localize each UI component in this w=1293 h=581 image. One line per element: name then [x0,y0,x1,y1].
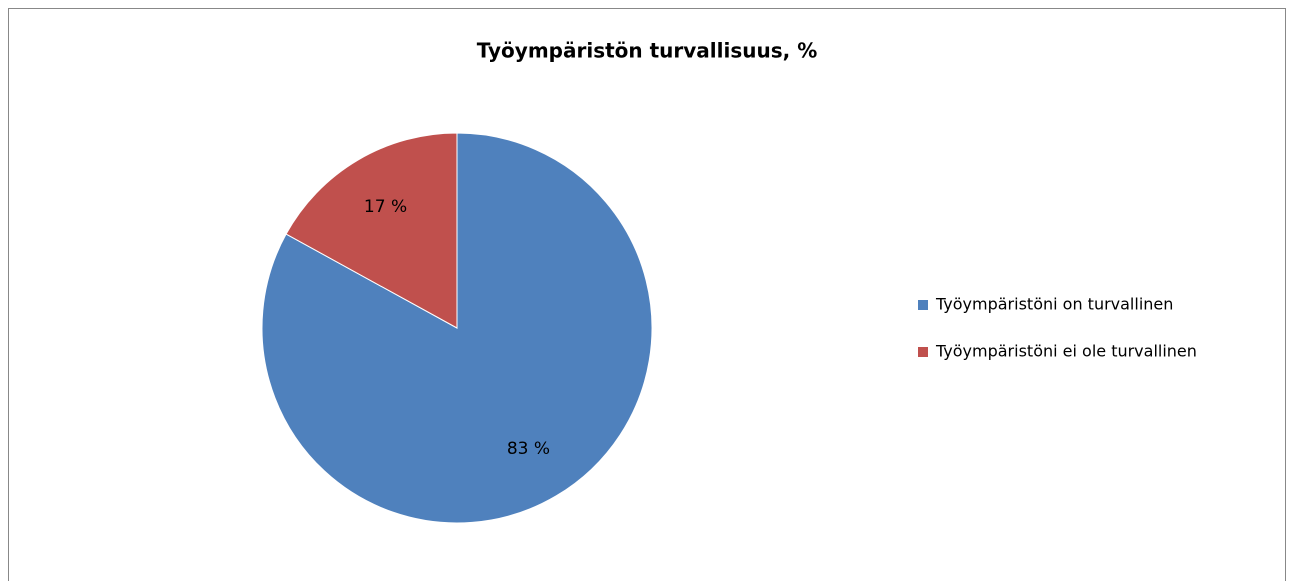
legend-swatch [918,300,928,310]
chart-title: Työympäristön turvallisuus, % [477,39,818,63]
data-label: 83 % [507,439,550,459]
pie-slice [285,132,458,329]
data-label: 17 % [364,197,407,217]
legend-label: Työympäristöni ei ole turvallinen [935,342,1197,361]
legend-swatch [918,347,928,357]
legend-label: Työympäristöni on turvallinen [935,295,1173,314]
